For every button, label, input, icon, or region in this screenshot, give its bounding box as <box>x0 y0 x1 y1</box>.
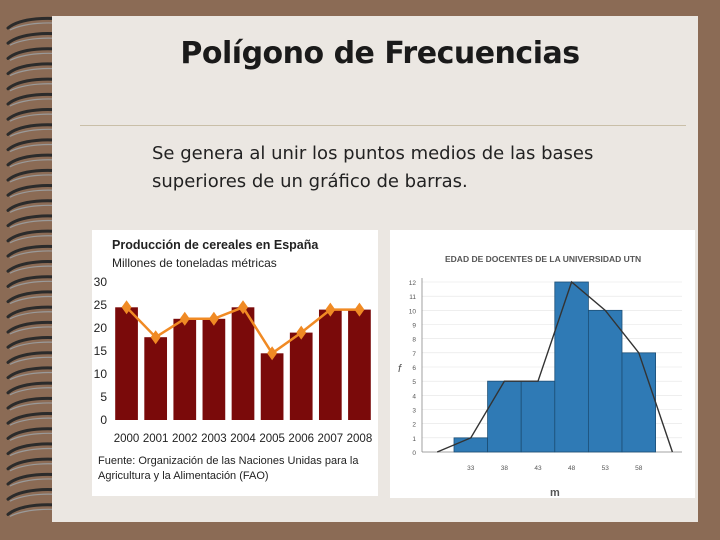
chart1-bar <box>144 337 168 420</box>
chart1-xtick-label: 2000 <box>114 433 140 445</box>
chart2-ytick-label: 11 <box>409 294 416 301</box>
chart1-xtick-label: 2002 <box>172 433 198 445</box>
chart2-ytick-label: 9 <box>412 323 416 330</box>
chart1-point <box>296 325 307 340</box>
chart2-ytick-label: 3 <box>412 408 416 415</box>
slide-body-text: Se genera al unir los puntos medios de l… <box>152 143 594 192</box>
chart2-bar <box>621 352 656 453</box>
chart1-xtick-label: 2008 <box>347 433 373 445</box>
chart2-ytick-label: 5 <box>412 379 416 386</box>
chart2-ytick-label: 7 <box>412 351 416 358</box>
chart1-ytick-label: 0 <box>100 413 107 427</box>
chart1-bar <box>348 309 371 420</box>
chart1-ytick-label: 20 <box>94 321 108 335</box>
chart2-bar <box>520 380 556 453</box>
chart1-bar <box>173 318 197 420</box>
chart2-frequency-polygon <box>436 280 674 453</box>
chart2-xtick-label: 43 <box>534 465 542 472</box>
cereal-chart-svg: Producción de cereales en España Millone… <box>94 238 373 482</box>
chart1-bar <box>260 353 284 420</box>
chart2-bar <box>587 309 623 453</box>
chart2-ytick-label: 8 <box>412 337 416 344</box>
teacher-age-histogram: EDAD DE DOCENTES DE LA UNIVERSIDAD UTN f… <box>390 230 695 499</box>
chart2-xtick-label: 53 <box>602 465 610 472</box>
chart1-xtick-label: 2003 <box>201 433 227 445</box>
chart1-point <box>179 311 190 326</box>
chart2-ytick-label: 4 <box>412 393 416 400</box>
slide-title: Polígono de Frecuencias <box>180 36 580 71</box>
chart2-title: EDAD DE DOCENTES DE LA UNIVERSIDAD UTN <box>445 254 641 264</box>
chart1-bar <box>231 307 255 420</box>
chart1-xtick-label: 2004 <box>230 433 256 445</box>
chart2-xtick-label: 48 <box>568 465 576 472</box>
histogram-svg: EDAD DE DOCENTES DE LA UNIVERSIDAD UTN f… <box>398 254 682 499</box>
chart2-ytick-label: 10 <box>409 308 417 315</box>
chart1-source: Fuente: Organización de las Naciones Uni… <box>98 455 359 482</box>
chart1-title: Producción de cereales en España <box>112 238 319 252</box>
chart1-point <box>354 302 365 317</box>
chart2-xtick-label: 38 <box>501 465 509 472</box>
chart1-xtick-label: 2007 <box>318 433 344 445</box>
chart1-xtick-label: 2001 <box>143 433 169 445</box>
chart2-ytick-label: 12 <box>409 280 417 287</box>
chart1-point <box>325 302 336 317</box>
chart1-ytick-label: 15 <box>94 344 108 358</box>
chart1-ytick-label: 30 <box>94 275 108 289</box>
cereal-production-chart: Producción de cereales en España Millone… <box>92 230 378 496</box>
chart1-point <box>208 311 219 326</box>
chart1-subtitle: Millones de toneladas métricas <box>112 256 277 270</box>
chart1-point <box>150 330 161 345</box>
chart2-bar <box>487 380 522 453</box>
chart2-xtick-label: 33 <box>467 465 475 472</box>
chart1-xtick-label: 2006 <box>288 433 314 445</box>
chart2-xlabel: m <box>550 487 560 498</box>
chart2-ytick-label: 6 <box>412 365 416 372</box>
chart1-bar <box>115 307 138 420</box>
chart2-bar <box>453 437 488 453</box>
chart2-ytick-label: 0 <box>412 450 416 457</box>
chart1-point <box>267 346 278 361</box>
chart2-xtick-label: 58 <box>635 465 643 472</box>
chart1-ytick-label: 10 <box>94 367 108 381</box>
chart2-ytick-label: 2 <box>412 422 416 429</box>
chart2-ytick-label: 1 <box>412 436 416 443</box>
chart1-point <box>238 300 248 315</box>
chart2-bar <box>554 281 589 453</box>
chart1-bar <box>318 309 342 420</box>
chart1-bar <box>202 318 226 420</box>
chart1-bar <box>289 332 313 420</box>
title-divider <box>80 125 686 126</box>
chart1-xtick-label: 2005 <box>259 433 285 445</box>
chart1-ytick-label: 25 <box>94 298 108 312</box>
chart1-point <box>121 300 132 315</box>
chart1-ytick-label: 5 <box>100 390 107 404</box>
chart2-ylabel: f <box>398 363 402 375</box>
